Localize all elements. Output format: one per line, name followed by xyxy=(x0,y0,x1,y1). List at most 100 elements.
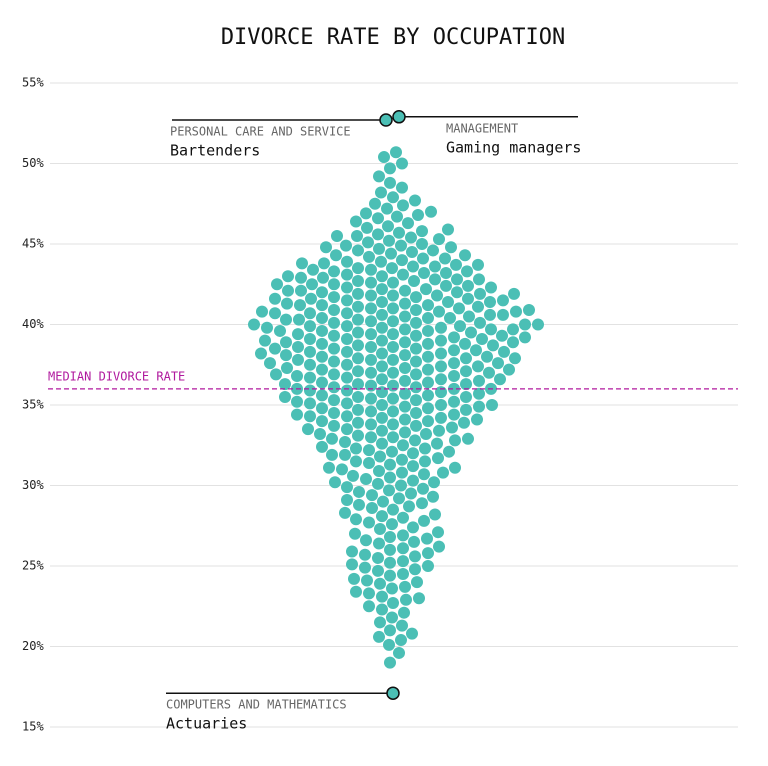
dot xyxy=(407,460,419,473)
dot xyxy=(410,291,422,304)
dot xyxy=(350,215,362,228)
dot xyxy=(304,371,316,384)
dot xyxy=(365,353,377,366)
dot xyxy=(384,569,396,582)
dot xyxy=(410,381,422,394)
dot xyxy=(460,365,472,378)
dot xyxy=(497,308,509,321)
dot xyxy=(248,318,260,331)
dot xyxy=(269,307,281,320)
dot xyxy=(397,542,409,555)
dot xyxy=(374,577,386,590)
dot xyxy=(280,313,292,326)
dot xyxy=(412,209,424,222)
dot xyxy=(372,551,384,564)
dot xyxy=(448,395,460,408)
dot xyxy=(352,429,364,442)
dot xyxy=(384,162,396,175)
dot xyxy=(328,265,340,278)
dot xyxy=(320,241,332,254)
dot xyxy=(433,424,445,437)
dot xyxy=(365,263,377,276)
dot xyxy=(435,334,447,347)
dot xyxy=(417,482,429,495)
dot xyxy=(264,357,276,370)
dot xyxy=(387,315,399,328)
dot xyxy=(348,572,360,585)
dot xyxy=(435,360,447,373)
dot xyxy=(384,556,396,569)
dot xyxy=(302,423,314,436)
dot xyxy=(352,300,364,313)
dot xyxy=(376,510,388,523)
dot xyxy=(484,308,496,321)
dot xyxy=(399,374,411,387)
dot xyxy=(420,427,432,440)
dot xyxy=(316,286,328,299)
dot xyxy=(403,500,415,513)
dot xyxy=(470,344,482,357)
dot xyxy=(397,199,409,212)
dot xyxy=(407,474,419,487)
highlight-dot xyxy=(392,110,406,124)
dot xyxy=(372,477,384,490)
dot xyxy=(523,304,535,317)
dot xyxy=(259,334,271,347)
dot xyxy=(365,418,377,431)
dot xyxy=(347,469,359,482)
dot xyxy=(353,498,365,511)
dot xyxy=(440,266,452,279)
dot xyxy=(340,239,352,252)
dot xyxy=(341,410,353,423)
dot xyxy=(487,339,499,352)
dot xyxy=(462,292,474,305)
dot xyxy=(383,484,395,497)
dot xyxy=(448,344,460,357)
dot xyxy=(509,352,521,365)
dot xyxy=(352,326,364,339)
dot xyxy=(399,297,411,310)
dot xyxy=(341,345,353,358)
dot xyxy=(373,465,385,478)
dot xyxy=(398,606,410,619)
dot xyxy=(360,207,372,220)
dot xyxy=(384,176,396,189)
dot xyxy=(387,191,399,204)
dot xyxy=(387,302,399,315)
dot xyxy=(384,543,396,556)
dot xyxy=(372,228,384,241)
dot xyxy=(269,292,281,305)
dot xyxy=(373,630,385,643)
y-tick-label: 50% xyxy=(22,156,44,170)
dot xyxy=(446,421,458,434)
dot xyxy=(409,550,421,563)
dot xyxy=(365,392,377,405)
dot xyxy=(399,336,411,349)
dot xyxy=(435,321,447,334)
dot xyxy=(341,371,353,384)
dot xyxy=(295,271,307,284)
dot xyxy=(422,376,434,389)
dot xyxy=(375,186,387,199)
dot xyxy=(352,287,364,300)
dot xyxy=(292,328,304,341)
dot xyxy=(350,585,362,598)
dot xyxy=(460,352,472,365)
dot xyxy=(341,493,353,506)
dot xyxy=(365,276,377,289)
dot xyxy=(405,231,417,244)
dot xyxy=(382,220,394,233)
dot xyxy=(316,324,328,337)
y-tick-label: 15% xyxy=(22,720,44,734)
dot xyxy=(363,456,375,469)
dot xyxy=(422,547,434,560)
dot xyxy=(476,332,488,345)
dot xyxy=(400,593,412,606)
dot xyxy=(410,304,422,317)
dot xyxy=(316,337,328,350)
dot xyxy=(376,360,388,373)
dot xyxy=(449,434,461,447)
dot xyxy=(378,151,390,164)
dot xyxy=(359,561,371,574)
